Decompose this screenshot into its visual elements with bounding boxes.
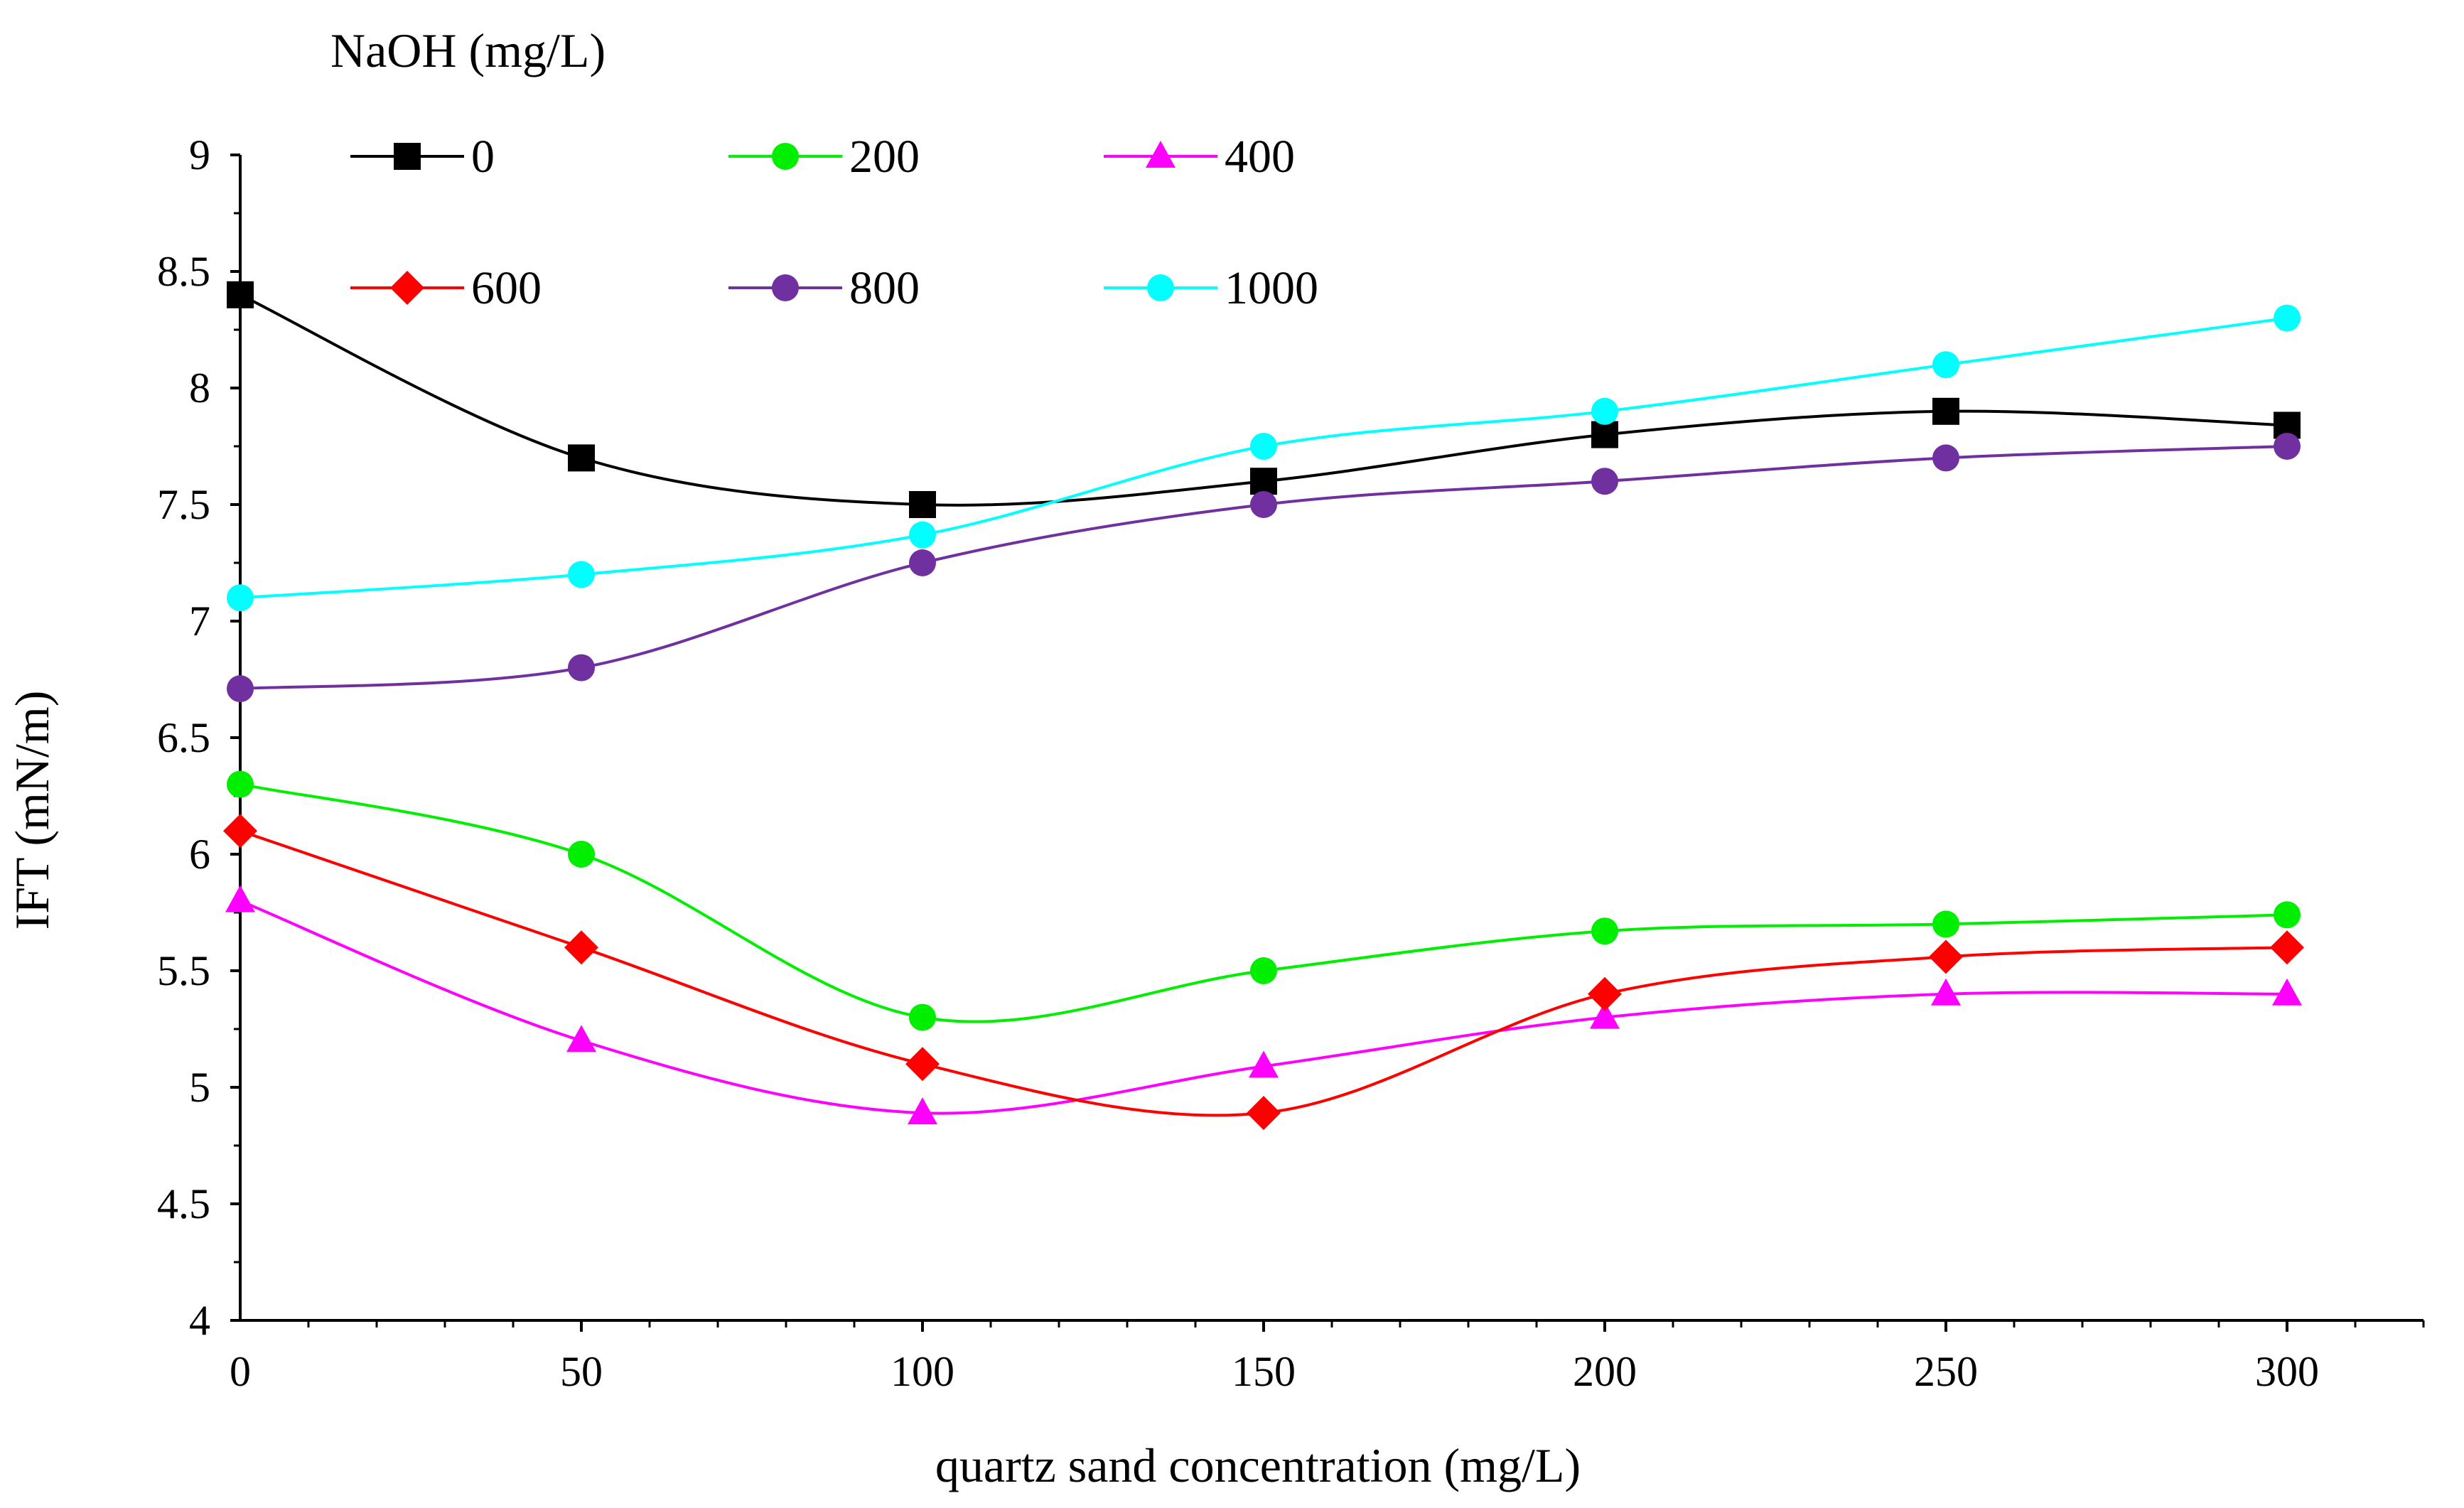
x-tick-label: 200	[1573, 1348, 1637, 1395]
x-tick-label: 50	[560, 1348, 603, 1395]
data-point-800	[909, 549, 936, 576]
y-tick-label: 5	[189, 1064, 210, 1111]
data-point-400	[1931, 978, 1961, 1006]
legend-marker	[1146, 141, 1175, 168]
legend-item-600: 600	[350, 262, 542, 314]
data-point-400	[908, 1097, 937, 1125]
y-tick-label: 4	[189, 1297, 210, 1344]
legend-marker	[390, 271, 424, 305]
series-0	[227, 281, 2301, 518]
series-line-200	[240, 782, 2288, 1023]
series-800	[227, 433, 2301, 703]
legend-item-1000: 1000	[1104, 262, 1318, 314]
data-point-800	[1591, 468, 1618, 495]
y-tick-label: 8	[189, 365, 210, 411]
y-tick-label: 9	[189, 131, 210, 178]
data-point-200	[1250, 957, 1277, 984]
data-point-400	[1590, 1001, 1620, 1029]
data-point-0	[1250, 468, 1277, 495]
legend-label: 1000	[1225, 262, 1318, 314]
data-point-600	[2270, 930, 2304, 965]
legend-item-0: 0	[350, 131, 495, 183]
data-point-600	[223, 814, 257, 849]
x-tick-label: 300	[2255, 1348, 2319, 1395]
data-point-200	[1932, 910, 1959, 938]
data-point-600	[1247, 1096, 1281, 1131]
data-point-1000	[1932, 351, 1959, 379]
legend-marker	[394, 143, 421, 170]
legend-marker	[1147, 274, 1174, 301]
series-1000	[227, 304, 2301, 612]
data-point-200	[2274, 901, 2301, 929]
data-point-400	[1249, 1050, 1279, 1078]
data-point-1000	[1591, 397, 1618, 425]
data-point-0	[909, 491, 936, 518]
y-tick-label: 6	[189, 831, 210, 878]
y-tick-label: 7	[189, 598, 210, 645]
data-point-1000	[568, 561, 595, 588]
data-point-1000	[909, 521, 936, 549]
x-tick-label: 150	[1232, 1348, 1296, 1395]
data-point-600	[1588, 976, 1622, 1011]
data-point-400	[566, 1025, 596, 1052]
data-point-200	[909, 1003, 936, 1031]
legend-title: NaOH (mg/L)	[330, 23, 606, 77]
data-point-1000	[2274, 304, 2301, 332]
data-point-800	[1932, 444, 1959, 472]
axes: 4 4.5 5 5.5 6 6.5 7 7.5 8 8.5 9 0 50 100 150 200 250 300	[157, 131, 2425, 1395]
series-layer	[223, 281, 2304, 1131]
y-tick-label: 7.5	[157, 481, 210, 528]
legend-label: 200	[849, 131, 920, 183]
data-point-200	[227, 770, 254, 798]
legend-marker	[772, 274, 799, 301]
data-point-800	[2274, 433, 2301, 460]
data-point-600	[1929, 939, 1963, 974]
data-point-600	[564, 930, 598, 965]
y-axis-title: IFT (mN/m)	[5, 691, 59, 930]
legend-label: 400	[1225, 131, 1295, 183]
legend-item-200: 200	[728, 131, 920, 183]
legend-item-800: 800	[728, 262, 920, 314]
series-600	[223, 814, 2304, 1131]
data-point-0	[1591, 421, 1618, 448]
data-point-400	[225, 885, 255, 912]
legend: 0 200 400 600 800 1000	[350, 131, 1318, 314]
data-point-400	[2272, 978, 2302, 1006]
legend-label: 800	[849, 262, 920, 314]
y-tick-label: 4.5	[157, 1180, 210, 1227]
data-point-0	[568, 444, 595, 472]
x-axis-title: quartz sand concentration (mg/L)	[935, 1438, 1581, 1492]
data-point-0	[1932, 397, 1959, 425]
x-tick-label: 100	[891, 1348, 954, 1395]
data-point-600	[905, 1047, 940, 1082]
data-point-0	[227, 281, 254, 308]
data-point-800	[227, 675, 254, 703]
series-line-400	[240, 899, 2288, 1115]
y-tick-label: 8.5	[157, 248, 210, 295]
data-point-800	[568, 654, 595, 682]
legend-marker	[772, 143, 799, 170]
data-point-200	[1591, 917, 1618, 945]
legend-item-400: 400	[1104, 131, 1295, 183]
data-point-200	[568, 841, 595, 868]
x-tick-label: 0	[230, 1348, 251, 1395]
x-tick-label: 250	[1914, 1348, 1978, 1395]
data-point-1000	[1250, 433, 1277, 460]
legend-label: 0	[471, 131, 495, 183]
data-point-1000	[227, 584, 254, 612]
y-tick-label: 5.5	[157, 947, 210, 994]
data-point-800	[1250, 491, 1277, 518]
y-tick-label: 6.5	[157, 714, 210, 761]
series-400	[225, 885, 2302, 1125]
legend-label: 600	[471, 262, 542, 314]
series-200	[227, 770, 2301, 1031]
